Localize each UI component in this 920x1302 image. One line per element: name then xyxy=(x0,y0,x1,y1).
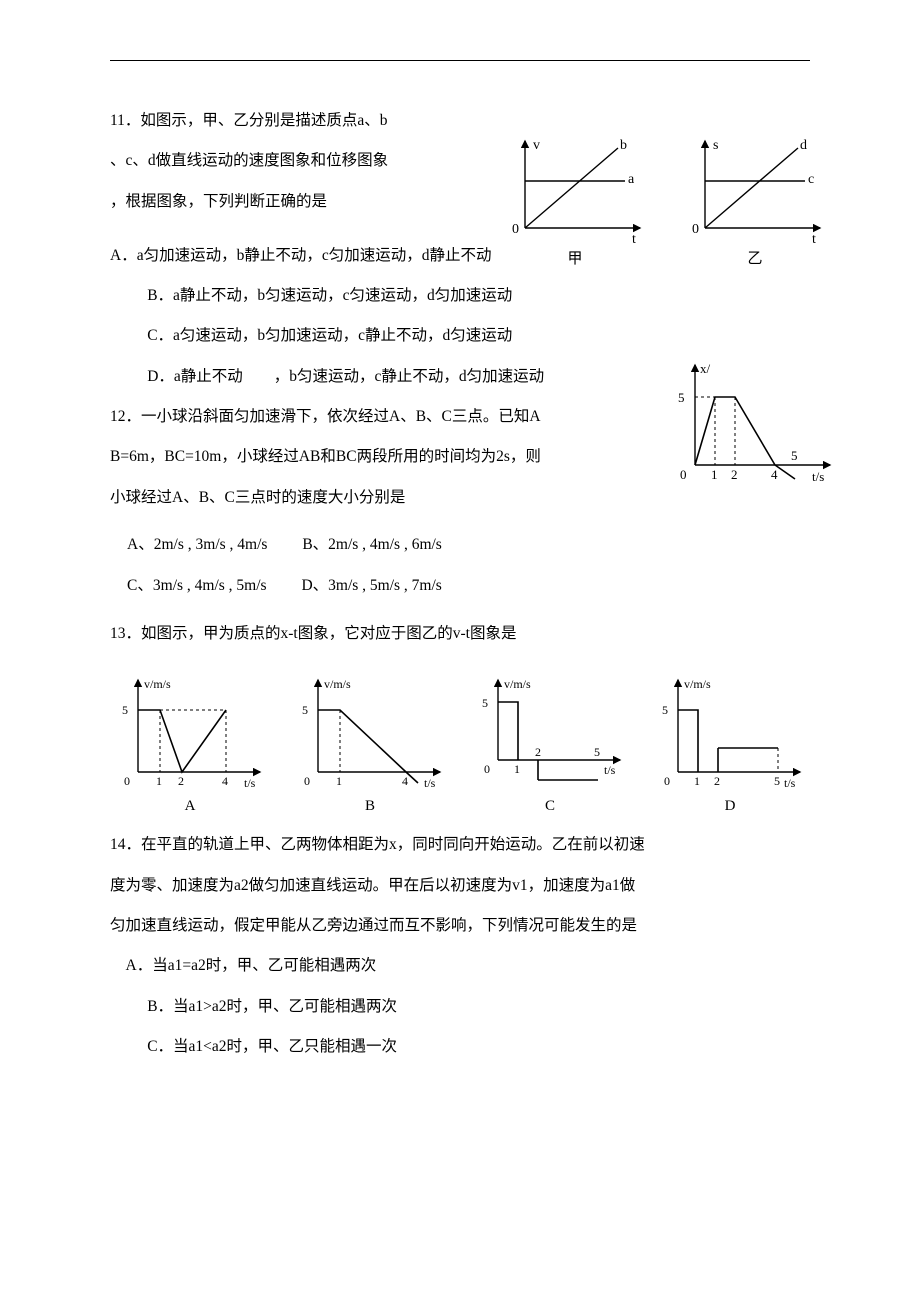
q13A-t1: 1 xyxy=(156,774,162,788)
q12-optD: D、3m/s , 5m/s , 7m/s xyxy=(301,577,441,594)
q11-figures: v t 0 b a 甲 s t 0 d xyxy=(500,133,830,268)
q13B-yl: v/m/s xyxy=(324,677,351,691)
q13-C-cap: C xyxy=(545,798,555,815)
q11-fig-jia-svg: v t 0 b a xyxy=(500,133,650,243)
q13-A-cap: A xyxy=(185,798,196,815)
q13D-t5: 5 xyxy=(774,774,780,788)
q13C-t1: 1 xyxy=(514,762,520,776)
q12-ytick: 5 xyxy=(678,390,685,405)
q11-fig2-xlabel: t xyxy=(812,232,816,243)
q13-B-cap: B xyxy=(365,798,375,815)
q11-fig2-caption: 乙 xyxy=(747,247,762,268)
q13-figures: v/m/s t/s 5 0 1 2 4 A v/m/s t xyxy=(110,672,810,815)
q13D-t1: 1 xyxy=(694,774,700,788)
q13-B-svg: v/m/s t/s 5 0 1 4 xyxy=(290,672,450,792)
q11-fig1-ylabel: v xyxy=(533,138,540,153)
q13-D-cap: D xyxy=(725,798,736,815)
q13C-yl: v/m/s xyxy=(504,677,531,691)
q12-optsCD: C、3m/s , 4m/s , 5m/s D、3m/s , 5m/s , 7m/… xyxy=(110,574,810,599)
q13A-0: 0 xyxy=(124,774,130,788)
q12-optA: A、2m/s , 3m/s , 4m/s xyxy=(127,536,267,553)
q11-text-block: 11．如图示，甲、乙分别是描述质点a、b 、c、d做直线运动的速度图象和位移图象… xyxy=(110,101,400,222)
q13B-xl: t/s xyxy=(424,776,436,790)
q11-fig1-xlabel: t xyxy=(632,232,636,243)
q12-optB: B、2m/s , 4m/s , 6m/s xyxy=(302,536,442,553)
q13A-t4: 4 xyxy=(222,774,228,788)
q12-ylabel: x/ xyxy=(700,361,711,376)
q11-optB: B．a静止不动，b匀速运动，c匀速运动，d匀加速运动 xyxy=(110,276,810,316)
q11-fig1-a: a xyxy=(628,172,635,187)
q12-l2: B=6m，BC=10m，小球经过AB和BC两段所用的时间均为2s，则 xyxy=(110,437,590,477)
q12-optsAB: A、2m/s , 3m/s , 4m/s B、2m/s , 4m/s , 6m/… xyxy=(110,533,810,558)
q11: 11．如图示，甲、乙分别是描述质点a、b 、c、d做直线运动的速度图象和位移图象… xyxy=(110,101,810,222)
q12-xlabel: t/s xyxy=(812,469,824,484)
q11-optC: C．a匀速运动，b匀加速运动，c静止不动，d匀速运动 xyxy=(110,316,810,356)
q11-line1: 11．如图示，甲、乙分别是描述质点a、b xyxy=(110,101,400,141)
q13D-t2: 2 xyxy=(714,774,720,788)
q14-optA: A．当a1=a2时，甲、乙可能相遇两次 xyxy=(110,946,810,986)
q11-fig2-ylabel: s xyxy=(713,138,718,153)
q12-x5: 5 xyxy=(791,448,798,463)
q13B-y5: 5 xyxy=(302,703,308,717)
q12-x4: 4 xyxy=(771,467,778,482)
q13D-y5: 5 xyxy=(662,703,668,717)
top-rule xyxy=(110,60,810,61)
q13-D-svg: v/m/s t/s 5 0 1 2 5 xyxy=(650,672,810,792)
q13A-y5: 5 xyxy=(122,703,128,717)
q11-fig-jia: v t 0 b a 甲 xyxy=(500,133,650,268)
q13C-t5: 5 xyxy=(594,745,600,759)
q11-fig-yi-svg: s t 0 d c xyxy=(680,133,830,243)
q12-x2: 2 xyxy=(731,467,738,482)
q11-fig1-caption: 甲 xyxy=(567,247,582,268)
q14-optC: C．当a1<a2时，甲、乙只能相遇一次 xyxy=(110,1027,810,1067)
q14-l3: 匀加速直线运动，假定甲能从乙旁边通过而互不影响，下列情况可能发生的是 xyxy=(110,906,810,946)
q14-optB: B．当a1>a2时，甲、乙可能相遇两次 xyxy=(110,987,810,1027)
q12-fig-svg: x/ t/s 5 0 1 2 4 5 xyxy=(670,357,840,487)
q11-fig2-d: d xyxy=(800,138,807,153)
q11-optD: D．a静止不动 ，b匀速运动，c静止不动，d匀加速运动 xyxy=(110,357,627,397)
q13D-0: 0 xyxy=(664,774,670,788)
q13B-0: 0 xyxy=(304,774,310,788)
q13D-yl: v/m/s xyxy=(684,677,711,691)
q13A-yl: v/m/s xyxy=(144,677,171,691)
q12-origin: 0 xyxy=(680,467,687,482)
q13-B: v/m/s t/s 5 0 1 4 B xyxy=(290,672,450,815)
q12-optC: C、3m/s , 4m/s , 5m/s xyxy=(127,577,267,594)
q13B-t4: 4 xyxy=(402,774,408,788)
q11-fig2-origin: 0 xyxy=(692,222,699,237)
q11-fig2-c: c xyxy=(808,172,814,187)
q12: D．a静止不动 ，b匀速运动，c静止不动，d匀加速运动 12．一小球沿斜面匀加速… xyxy=(110,357,810,478)
q13B-t1: 1 xyxy=(336,774,342,788)
q14-l1: 14．在平直的轨道上甲、乙两物体相距为x，同时同向开始运动。乙在前以初速 xyxy=(110,825,810,865)
q13-text: 13．如图示，甲为质点的x-t图象，它对应于图乙的v-t图象是 xyxy=(110,614,810,654)
q13C-xl: t/s xyxy=(604,763,616,777)
q13-C-svg: v/m/s t/s 5 0 1 2 5 xyxy=(470,672,630,792)
q13D-xl: t/s xyxy=(784,776,796,790)
q11-line2: 、c、d做直线运动的速度图象和位移图象 xyxy=(110,141,400,181)
q13-D: v/m/s t/s 5 0 1 2 5 D xyxy=(650,672,810,815)
q13-A: v/m/s t/s 5 0 1 2 4 A xyxy=(110,672,270,815)
q11-fig1-b: b xyxy=(620,138,627,153)
q11-line3: ，根据图象，下列判断正确的是 xyxy=(110,182,400,222)
q13A-xl: t/s xyxy=(244,776,256,790)
q12-figure: x/ t/s 5 0 1 2 4 5 xyxy=(670,357,840,492)
q11-fig1-origin: 0 xyxy=(512,222,519,237)
q11-fig-yi: s t 0 d c 乙 xyxy=(680,133,830,268)
q13C-y5: 5 xyxy=(482,696,488,710)
q13C-0: 0 xyxy=(484,762,490,776)
q12-x1: 1 xyxy=(711,467,718,482)
page: 11．如图示，甲、乙分别是描述质点a、b 、c、d做直线运动的速度图象和位移图象… xyxy=(0,0,920,1147)
q13-A-svg: v/m/s t/s 5 0 1 2 4 xyxy=(110,672,270,792)
q13-C: v/m/s t/s 5 0 1 2 5 C xyxy=(470,672,630,815)
q12-l1: 12．一小球沿斜面匀加速滑下，依次经过A、B、C三点。已知A xyxy=(110,397,590,437)
q14-l2: 度为零、加速度为a2做匀加速直线运动。甲在后以初速度为v1，加速度为a1做 xyxy=(110,866,810,906)
q13A-t2: 2 xyxy=(178,774,184,788)
q13C-t2: 2 xyxy=(535,745,541,759)
